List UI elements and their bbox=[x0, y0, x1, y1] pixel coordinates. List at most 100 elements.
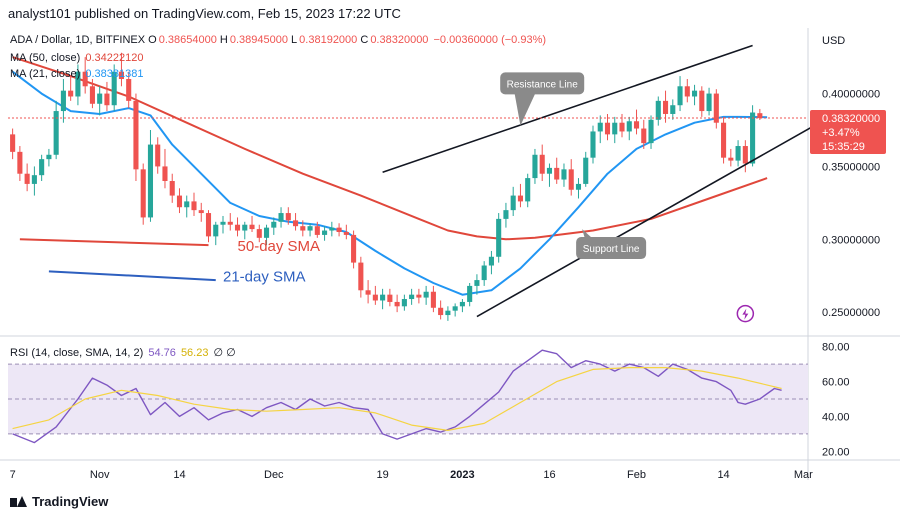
candle-body bbox=[568, 169, 574, 190]
candle-body bbox=[626, 121, 632, 132]
candle-body bbox=[285, 213, 291, 221]
candle-body bbox=[612, 122, 618, 135]
candle-body bbox=[459, 301, 465, 307]
ma21-legend: MA (21, close) 0.38381381 bbox=[10, 68, 144, 80]
candle-body bbox=[263, 227, 270, 238]
rsi-ma-line bbox=[12, 367, 782, 431]
tradingview-logo-icon bbox=[10, 495, 27, 508]
candle-body bbox=[401, 299, 407, 307]
candle-body bbox=[590, 131, 596, 158]
candle-body bbox=[503, 210, 509, 219]
candle-body bbox=[198, 210, 204, 214]
candle-body bbox=[430, 291, 436, 308]
candle-body bbox=[575, 183, 582, 190]
candle-body bbox=[191, 201, 197, 211]
rsi-label: RSI (14, close, SMA, 14, 2) bbox=[10, 347, 144, 359]
candle-body bbox=[713, 93, 719, 123]
candle-body bbox=[307, 226, 313, 231]
support-callout: Support Line bbox=[576, 229, 647, 260]
tradingview-footer[interactable]: TradingView bbox=[10, 494, 108, 509]
chart-area[interactable]: USD 0.40000000 0.35000000 0.30000000 0.25000… bbox=[0, 28, 900, 490]
candle-body bbox=[300, 226, 306, 231]
rsi-extra: ∅ ∅ bbox=[213, 347, 236, 359]
time-tick-label: Feb bbox=[627, 469, 646, 481]
candle-body bbox=[648, 119, 654, 144]
ma50-value: 0.34222120 bbox=[85, 52, 144, 64]
candle-body bbox=[546, 167, 553, 174]
candle-body bbox=[387, 294, 393, 302]
candle-body bbox=[17, 151, 23, 174]
candle-body bbox=[104, 93, 110, 106]
candle-body bbox=[561, 169, 567, 180]
rsi-line bbox=[12, 349, 782, 444]
candle-body bbox=[39, 159, 45, 176]
resistance-callout-text: Resistance Line bbox=[507, 79, 579, 90]
candle-body bbox=[488, 256, 494, 266]
resistance-channel-line bbox=[382, 44, 753, 174]
rsi-tick-label: 20.00 bbox=[822, 446, 850, 458]
candle-body bbox=[278, 213, 284, 222]
time-tick-label: 2023 bbox=[450, 469, 474, 481]
candle-body bbox=[496, 218, 502, 257]
candle-body bbox=[641, 128, 647, 144]
candle-body bbox=[532, 154, 538, 179]
time-tick-label: 14 bbox=[717, 469, 729, 481]
candle-body bbox=[75, 71, 81, 97]
candle-body bbox=[655, 100, 661, 120]
rsi-tick-label: 60.00 bbox=[822, 377, 850, 389]
open-label: O bbox=[148, 34, 157, 46]
candle-body bbox=[452, 306, 458, 311]
candle-body bbox=[394, 301, 400, 307]
ma50-line bbox=[12, 56, 768, 241]
rsi-tick-label: 40.00 bbox=[822, 411, 850, 423]
time-tick-label: 16 bbox=[543, 469, 555, 481]
high-label: H bbox=[219, 34, 228, 46]
candle-body bbox=[213, 224, 219, 237]
candle-body bbox=[147, 144, 154, 218]
candle-body bbox=[155, 144, 161, 167]
candle-body bbox=[474, 280, 480, 286]
candle-body bbox=[169, 181, 175, 196]
candle-body bbox=[118, 71, 124, 79]
candle-body bbox=[46, 154, 52, 160]
candle-body bbox=[314, 226, 320, 235]
sma50-annotation-line bbox=[19, 238, 209, 247]
time-tick-label: 14 bbox=[173, 469, 185, 481]
close-value: 0.38320000 bbox=[370, 34, 429, 46]
flash-icon[interactable] bbox=[736, 304, 755, 323]
candle-body bbox=[351, 234, 357, 263]
candle-body bbox=[53, 111, 59, 155]
sma21-annotation-label: 21-day SMA bbox=[223, 268, 306, 285]
high-value: 0.38945000 bbox=[229, 34, 288, 46]
candle-body bbox=[126, 79, 132, 101]
candle-body bbox=[510, 195, 516, 211]
candle-body bbox=[220, 221, 226, 225]
candle-body bbox=[336, 227, 342, 232]
candle-body bbox=[293, 220, 299, 227]
candle-body bbox=[380, 294, 386, 301]
candle-body bbox=[619, 122, 625, 132]
open-value: 0.38654000 bbox=[158, 34, 217, 46]
candle-body bbox=[97, 93, 103, 104]
chart-svg[interactable]: USD 0.40000000 0.35000000 0.30000000 0.25000… bbox=[0, 28, 900, 490]
resistance-callout-box bbox=[500, 72, 585, 95]
candle-body bbox=[706, 93, 712, 112]
candle-body bbox=[365, 290, 371, 295]
time-tick-label: 7 bbox=[10, 469, 16, 481]
symbol-name: ADA / Dollar, 1D, BITFINEX bbox=[10, 34, 146, 46]
candle-body bbox=[735, 146, 741, 161]
candle-body bbox=[271, 221, 277, 228]
time-tick-label: Mar bbox=[794, 469, 813, 481]
candle-body bbox=[24, 173, 30, 184]
candle-body bbox=[60, 90, 66, 112]
current-price-badge bbox=[810, 110, 886, 155]
candle-body bbox=[467, 285, 473, 302]
price-tick-label: 0.25000000 bbox=[822, 307, 880, 319]
candle-body bbox=[31, 175, 37, 184]
close-label: C bbox=[360, 34, 369, 46]
candle-body bbox=[205, 213, 212, 237]
candle-body bbox=[242, 224, 248, 231]
change-value: −0.00360000 (−0.93%) bbox=[433, 34, 547, 46]
support-callout-box bbox=[576, 237, 647, 260]
badge-countdown: 15:35:29 bbox=[822, 141, 865, 153]
